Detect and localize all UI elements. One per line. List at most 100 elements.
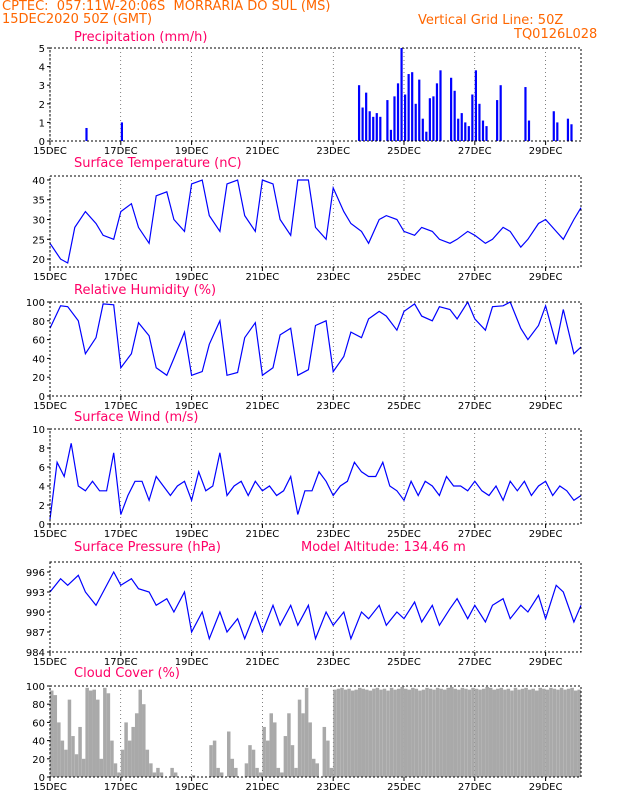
y-tick-label: 0	[39, 773, 45, 784]
header-station: CPTEC: 057:11W-20:06S MORRARIA DO SUL (M…	[2, 0, 331, 14]
bar	[347, 688, 351, 777]
bar	[110, 740, 114, 777]
bar	[442, 689, 447, 777]
bar	[329, 767, 334, 777]
bar	[577, 689, 581, 777]
x-tick-label: 25DEC	[387, 272, 421, 283]
bar	[315, 763, 319, 777]
bar	[439, 688, 443, 777]
bar	[538, 687, 543, 777]
bar	[258, 772, 263, 777]
bar	[120, 122, 123, 141]
x-tick-label: 25DEC	[387, 529, 421, 540]
bar	[404, 688, 408, 777]
bar	[333, 689, 337, 777]
bar	[573, 690, 578, 777]
bar	[460, 687, 465, 777]
bar	[407, 74, 410, 141]
y-tick-label: 0	[39, 137, 45, 148]
panel-4: Surface Wind (m/s) 0 2 4 6 8 10 15DEC 17DEC 19DEC…	[32, 410, 582, 540]
bar	[457, 689, 461, 777]
y-tick-label: 20	[32, 255, 45, 266]
x-tick-label: 19DEC	[175, 529, 209, 540]
bar	[485, 126, 488, 141]
bar	[251, 749, 256, 777]
y-tick-label: 3	[39, 81, 45, 92]
x-tick-label: 23DEC	[316, 401, 350, 412]
plot-frame	[49, 301, 582, 397]
y-tick-label: 8	[39, 444, 45, 455]
bar	[227, 731, 231, 777]
bar	[421, 689, 426, 777]
x-tick-label: 23DEC	[316, 782, 350, 793]
bar	[556, 689, 560, 777]
bar	[127, 740, 132, 777]
x-tick-label: 29DEC	[529, 272, 563, 283]
bar	[138, 689, 142, 777]
panel-2: Surface Temperature (nC) 20 25 30 35 40 15DEC 1…	[32, 156, 582, 283]
x-tick-label: 23DEC	[316, 529, 350, 540]
bar	[474, 688, 479, 777]
bar	[478, 689, 482, 777]
bar	[389, 129, 393, 141]
bar	[506, 688, 511, 777]
y-tick-label: 2	[39, 100, 45, 111]
bar	[106, 693, 111, 777]
panel-title: Surface Pressure (hPa)	[74, 540, 221, 555]
bar	[372, 116, 375, 141]
bar	[81, 758, 86, 777]
bar	[64, 749, 68, 777]
bar	[361, 107, 364, 141]
bar	[88, 690, 93, 777]
bar	[244, 763, 249, 777]
y-tick-label: 10	[32, 425, 45, 436]
y-tick-label: 990	[26, 608, 45, 619]
x-tick-label: 21DEC	[246, 401, 280, 412]
bar	[503, 689, 507, 777]
bar	[432, 96, 435, 141]
bar	[414, 103, 417, 141]
bar	[545, 689, 550, 777]
bar	[435, 83, 439, 141]
bar	[478, 103, 481, 141]
bar	[534, 690, 539, 777]
bar	[173, 772, 178, 777]
bar	[570, 687, 574, 777]
plot-frame	[49, 561, 582, 653]
header-code: TQ0126L028	[514, 27, 598, 42]
bar	[283, 736, 288, 777]
x-tick-label: 19DEC	[175, 146, 209, 157]
y-tick-label: 80	[32, 317, 45, 328]
x-tick-label: 27DEC	[458, 657, 492, 668]
bar	[297, 699, 302, 777]
bar	[57, 722, 61, 777]
bar	[361, 688, 366, 777]
bar	[365, 689, 369, 777]
bar	[230, 758, 235, 777]
bar	[343, 689, 348, 777]
bar	[170, 767, 174, 777]
x-tick-label: 17DEC	[104, 272, 138, 283]
bar	[269, 713, 273, 777]
x-tick-label: 29DEC	[529, 657, 563, 668]
bar	[273, 722, 277, 777]
x-tick-label: 27DEC	[458, 272, 492, 283]
bar	[450, 686, 454, 777]
bar	[145, 749, 150, 777]
bar	[485, 686, 489, 777]
bar	[386, 690, 390, 777]
y-tick-label: 996	[26, 568, 45, 579]
bar	[92, 689, 96, 777]
x-tick-label: 25DEC	[387, 657, 421, 668]
bar	[375, 687, 380, 777]
bar	[524, 687, 528, 777]
y-tick-label: 20	[32, 755, 45, 766]
x-tick-label: 15DEC	[33, 782, 67, 793]
bar	[552, 111, 555, 141]
panel-5: Surface Pressure (hPa) Model Altitude: 13…	[26, 540, 582, 668]
bar	[552, 688, 557, 777]
bar	[375, 113, 378, 141]
bar	[134, 713, 139, 777]
x-tick-label: 21DEC	[246, 146, 280, 157]
bar	[131, 726, 135, 777]
